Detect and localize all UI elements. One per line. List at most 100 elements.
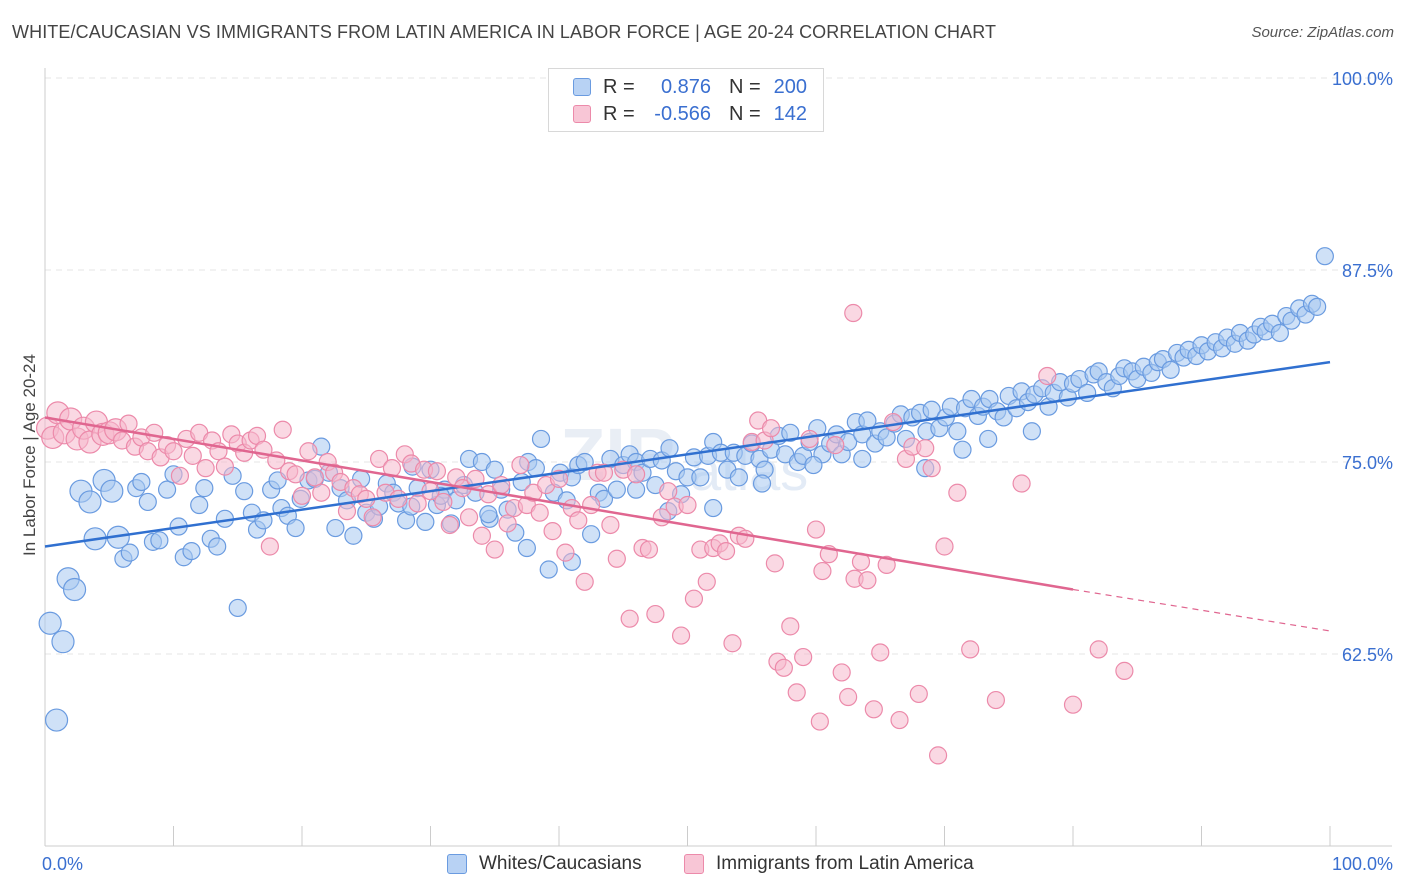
tick-labels: 62.5% 75.0% 87.5% 100.0% 0.0% 100.0% (42, 69, 1393, 874)
data-point (659, 482, 678, 501)
data-point (215, 457, 234, 476)
data-point (434, 492, 453, 512)
chart-title: WHITE/CAUCASIAN VS IMMIGRANTS FROM LATIN… (12, 22, 997, 42)
data-point (806, 520, 826, 539)
data-point (44, 708, 69, 732)
data-point (539, 560, 558, 579)
data-point (305, 468, 324, 487)
data-point (765, 554, 784, 573)
data-point (299, 442, 318, 461)
y-axis-label: In Labor Force | Age 20-24 (20, 354, 39, 556)
data-point (729, 468, 749, 487)
data-point (1089, 640, 1108, 659)
data-point (787, 683, 806, 702)
data-point (38, 611, 62, 635)
data-point (761, 419, 781, 438)
data-point (569, 511, 588, 530)
data-point (498, 514, 517, 533)
data-point (408, 494, 427, 513)
data-point (78, 490, 102, 514)
data-point (182, 541, 201, 561)
data-point (582, 525, 601, 544)
data-point (51, 630, 75, 654)
data-point (190, 495, 209, 515)
data-point (626, 465, 646, 484)
data-point (260, 537, 279, 556)
data-point (601, 515, 620, 535)
data-point (427, 462, 447, 481)
data-point (363, 508, 382, 527)
data-point (531, 429, 551, 449)
data-point (607, 480, 626, 499)
data-point (286, 465, 305, 484)
data-point (1270, 323, 1289, 343)
data-point (479, 505, 498, 524)
data-point (804, 455, 823, 475)
trend-line-whites (44, 360, 1331, 548)
data-point (620, 609, 639, 628)
legend-r-label: R = (603, 102, 635, 125)
data-point (1012, 474, 1031, 493)
data-point (1315, 247, 1334, 266)
series-whites-points (38, 247, 1334, 732)
data-point (839, 687, 858, 707)
source-label: Source: ZipAtlas.com (1251, 24, 1394, 41)
data-point (459, 508, 479, 527)
legend-swatch-pink (573, 105, 591, 123)
data-point (575, 452, 594, 472)
legend-r-value: 0.876 (660, 75, 711, 98)
legend-n-label: N = (729, 102, 761, 125)
data-point (292, 486, 312, 505)
data-point (723, 634, 742, 653)
data-point (1161, 360, 1180, 379)
data-point (208, 537, 227, 556)
data-point (485, 460, 504, 479)
data-point (100, 479, 124, 503)
data-point (170, 466, 190, 485)
legend-swatch-blue (573, 78, 591, 96)
data-point (986, 690, 1006, 710)
data-point (195, 479, 214, 498)
data-point (196, 459, 215, 478)
data-point (813, 561, 832, 581)
data-point (607, 549, 626, 568)
trend-line-latin (44, 416, 1074, 591)
data-point (120, 543, 139, 562)
data-point (273, 420, 292, 439)
data-point (164, 442, 183, 461)
data-point (145, 423, 164, 442)
legend-n-label: N = (729, 75, 761, 98)
data-point (1038, 366, 1057, 386)
gridlines (45, 77, 1392, 655)
data-point (864, 700, 883, 719)
data-point (810, 712, 829, 731)
trend-lines (44, 360, 1331, 632)
data-point (62, 577, 87, 602)
data-point (1308, 297, 1327, 316)
bottom-legend-label: Whites/Caucasians (479, 853, 642, 874)
data-point (416, 512, 435, 532)
legend-r-value: -0.566 (654, 102, 711, 125)
data-point (626, 480, 646, 499)
data-point (909, 684, 928, 704)
data-point (781, 423, 800, 442)
bottom-legend-whites: Whites/Caucasians (447, 851, 642, 877)
data-point (890, 710, 909, 730)
trend-line-latin-extension (1072, 588, 1331, 632)
legend-n-value: 200 (773, 75, 807, 98)
legend-row-latin: R = -0.566 N = 142 (573, 102, 807, 126)
data-point (150, 531, 169, 550)
bottom-legend-latin: Immigrants from Latin America (684, 851, 974, 877)
data-point (370, 449, 389, 469)
data-point (138, 492, 157, 512)
data-point (961, 640, 980, 659)
legend-n-value: 142 (773, 102, 807, 125)
data-point (594, 463, 614, 482)
legend-r-label: R = (603, 75, 635, 98)
data-point (883, 412, 903, 432)
data-point (948, 483, 967, 502)
data-point (183, 446, 202, 465)
data-point (132, 472, 151, 492)
data-point (671, 626, 691, 645)
data-point (646, 604, 665, 624)
